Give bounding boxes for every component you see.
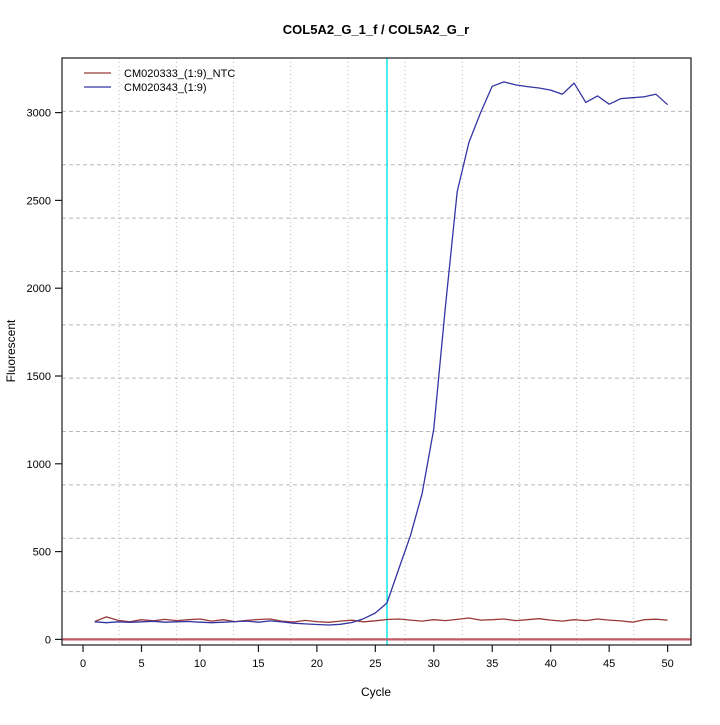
x-tick-label: 40 — [545, 658, 557, 670]
x-tick-label: 35 — [486, 658, 498, 670]
x-tick-label: 0 — [80, 658, 86, 670]
y-tick-label: 2500 — [27, 195, 51, 207]
series-layer — [94, 81, 669, 626]
y-axis-title: Fluorescent — [4, 319, 18, 382]
grid-layer — [62, 58, 691, 645]
x-tick-label: 10 — [194, 658, 206, 670]
y-tick-label: 500 — [33, 547, 51, 559]
tick-layer: 0 5 10 15 20 25 30 35 40 45 5005001000150020002500… — [27, 108, 674, 670]
x-axis-title: Cycle — [361, 685, 391, 699]
marker-layer — [62, 58, 691, 645]
y-tick-label: 1000 — [27, 459, 51, 471]
y-tick-label: 3000 — [27, 108, 51, 120]
plot-border — [61, 57, 692, 646]
series-line-ntc — [94, 616, 668, 623]
y-tick-label: 2000 — [27, 283, 51, 295]
series-line-sample — [94, 81, 669, 626]
x-tick-label: 5 — [138, 658, 144, 670]
legend-label-ntc: CM020333_(1:9)_NTC — [124, 68, 235, 80]
x-tick-label: 20 — [311, 658, 323, 670]
x-tick-label: 45 — [603, 658, 615, 670]
y-tick-label: 1500 — [27, 371, 51, 383]
chart-title: COL5A2_G_1_f / COL5A2_G_r — [283, 22, 469, 37]
x-tick-label: 30 — [428, 658, 440, 670]
x-tick-label: 25 — [369, 658, 381, 670]
y-tick-label: 0 — [45, 634, 51, 646]
legend-label-sample: CM020343_(1:9) — [124, 82, 207, 94]
x-tick-label: 50 — [661, 658, 673, 670]
x-tick-label: 15 — [252, 658, 264, 670]
legend: CM020333_(1:9)_NTC CM020343_(1:9) — [84, 68, 235, 94]
